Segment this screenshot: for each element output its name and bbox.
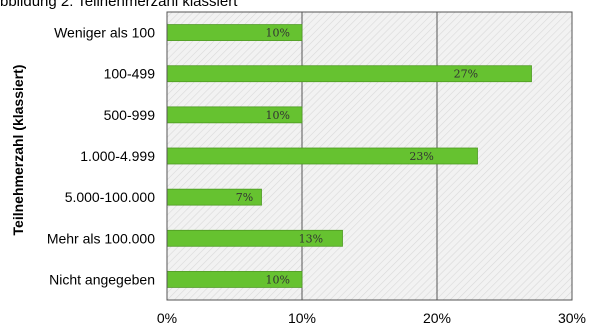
category-label: 5.000-100.000 <box>65 189 156 205</box>
category-label: Mehr als 100.000 <box>47 230 155 246</box>
x-tick-label: 30% <box>558 310 586 326</box>
data-label: 10% <box>265 109 289 122</box>
data-label: 13% <box>299 232 323 245</box>
category-label: 100-499 <box>104 66 156 82</box>
category-label: 500-999 <box>104 107 156 123</box>
data-label: 10% <box>265 273 289 286</box>
x-tick-label: 20% <box>423 310 451 326</box>
chart-title: bbildung 2: Teilnehmerzahl klassiert <box>0 0 238 10</box>
data-label: 10% <box>265 27 289 40</box>
category-label: Nicht angegeben <box>49 271 155 287</box>
data-label: 23% <box>409 150 433 163</box>
plot-border <box>166 11 573 301</box>
bars: 10% 27% 10% 23% 7% 13% 10% <box>166 24 532 288</box>
category-labels: Weniger als 100 100-499 500-999 1.000-4.999… <box>47 25 155 288</box>
data-label: 27% <box>454 68 478 81</box>
category-label: Weniger als 100 <box>54 25 155 41</box>
x-tick-label: 10% <box>288 310 316 326</box>
x-tick-labels: 0% 10% 20% 30% <box>157 310 586 326</box>
x-tick-label: 0% <box>157 310 177 326</box>
category-label: 1.000-4.999 <box>80 148 155 164</box>
data-label: 7% <box>236 191 253 204</box>
